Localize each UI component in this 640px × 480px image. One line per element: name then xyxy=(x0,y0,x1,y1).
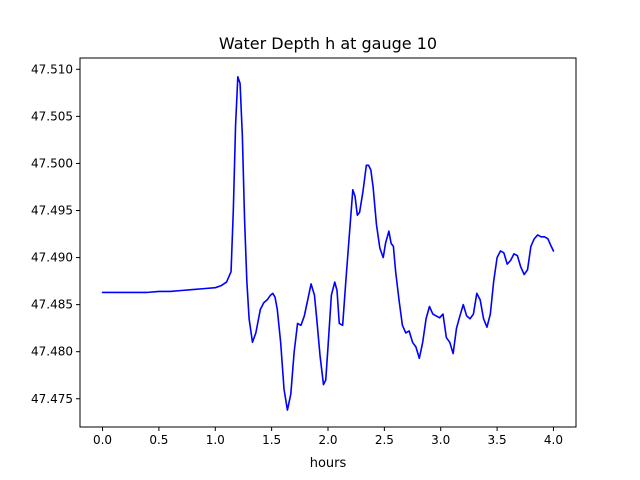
y-tick-label: 47.505 xyxy=(31,109,73,123)
y-axis-ticks: 47.475 47.480 47.485 47.490 47.495 47.500 47.5… xyxy=(31,62,80,406)
x-tick-label: 2.5 xyxy=(375,433,394,447)
x-tick-label: 1.5 xyxy=(262,433,281,447)
x-tick-label: 1.0 xyxy=(206,433,225,447)
y-tick-label: 47.500 xyxy=(31,156,73,170)
x-tick-label: 3.5 xyxy=(488,433,507,447)
x-tick-label: 0.5 xyxy=(149,433,168,447)
x-axis-label: hours xyxy=(310,456,347,471)
chart-title: Water Depth h at gauge 10 xyxy=(219,34,437,53)
y-tick-label: 47.495 xyxy=(31,203,73,217)
x-tick-label: 0.0 xyxy=(93,433,112,447)
x-tick-label: 2.0 xyxy=(318,433,337,447)
y-tick-label: 47.485 xyxy=(31,298,73,312)
x-tick-label: 4.0 xyxy=(544,433,563,447)
y-tick-label: 47.480 xyxy=(31,345,73,359)
y-tick-label: 47.475 xyxy=(31,392,73,406)
x-axis-ticks: 0.0 0.5 1.0 1.5 2.0 2.5 3.0 3.5 4.0 xyxy=(93,427,563,447)
data-layer xyxy=(101,76,555,411)
y-tick-label: 47.490 xyxy=(31,251,73,265)
series-line-0 xyxy=(101,76,555,411)
y-tick-label: 47.510 xyxy=(31,62,73,76)
plot-frame xyxy=(79,57,577,428)
x-tick-label: 3.0 xyxy=(431,433,450,447)
